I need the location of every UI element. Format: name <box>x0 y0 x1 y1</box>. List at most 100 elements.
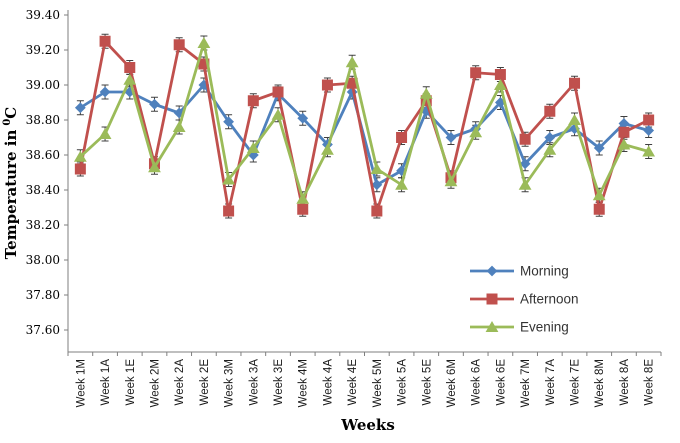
marker-afternoon-week-4e <box>346 77 358 89</box>
marker-evening-week-7m <box>518 178 532 190</box>
x-tick-label-week-8e: Week 8E <box>644 359 656 406</box>
marker-evening-week-2a <box>172 121 186 132</box>
marker-afternoon-week-3m <box>223 205 235 217</box>
y-tick-label: 39.20 <box>26 43 60 57</box>
marker-evening-week-3m <box>222 173 236 185</box>
x-tick-label-week-2m: Week 2M <box>149 359 161 407</box>
marker-morning-week-1a <box>99 86 111 98</box>
marker-evening-week-6a <box>469 126 483 138</box>
marker-afternoon-week-6a <box>470 67 482 79</box>
x-tick-label-week-3m: Week 3M <box>224 359 236 407</box>
marker-evening-week-7a <box>543 143 557 155</box>
series-line-morning <box>78 83 651 187</box>
y-tick-label: 39.40 <box>26 8 60 22</box>
x-tick-label-week-8a: Week 8A <box>619 359 631 406</box>
y-tick-label: 38.00 <box>26 253 60 267</box>
marker-afternoon-week-8e <box>643 114 655 126</box>
marker-evening-week-5e <box>419 87 433 99</box>
marker-evening-week-6e <box>493 79 507 90</box>
series-line-afternoon <box>78 39 651 213</box>
plot-area: 39.40 39.20 39.00 38.80 38.60 38.40 38.20 38.00… <box>26 8 662 407</box>
marker-morning-week-6m <box>445 132 457 143</box>
x-tick-label-week-8m: Week 8M <box>594 359 606 407</box>
marker-morning-week-8m <box>593 142 605 154</box>
marker-morning-week-5a <box>396 165 407 177</box>
marker-evening-week-8a <box>617 138 631 150</box>
x-tick-label-week-5a: Week 5A <box>397 359 409 406</box>
x-tick-label-week-6a: Week 6A <box>471 359 483 406</box>
marker-afternoon-week-1a <box>99 35 111 47</box>
marker-evening-week-4e <box>345 56 359 68</box>
y-tick-label: 38.60 <box>26 148 60 162</box>
y-tick-label: 37.60 <box>26 323 60 337</box>
marker-afternoon-week-7a <box>544 105 556 117</box>
y-axis-title-sup: 0 <box>2 119 13 126</box>
series-line-evening <box>78 41 651 201</box>
marker-evening-week-8e <box>642 145 656 157</box>
legend-marker-afternoon <box>486 293 498 305</box>
marker-morning-week-7a <box>544 132 556 143</box>
marker-morning-week-8a <box>618 118 630 129</box>
marker-morning-week-1e <box>124 86 136 98</box>
y-tick-label: 37.80 <box>26 288 60 302</box>
marker-afternoon-week-4m <box>297 203 309 215</box>
marker-evening-week-5m <box>370 163 384 174</box>
marker-afternoon-week-3a <box>247 95 259 107</box>
marker-afternoon-week-7e <box>569 77 581 89</box>
y-tick-label: 38.80 <box>26 113 60 127</box>
x-tick-label-week-2e: Week 2E <box>199 359 211 406</box>
marker-afternoon-week-3e <box>272 86 284 98</box>
legend-marker-morning <box>486 265 498 277</box>
x-tick-label-week-5e: Week 5E <box>421 359 433 406</box>
marker-afternoon-week-1e <box>124 62 136 73</box>
legend-label-evening: Evening <box>520 320 569 335</box>
y-tick-label: 38.20 <box>26 218 60 232</box>
x-tick-label-week-7a: Week 7A <box>545 359 557 406</box>
x-tick-label-week-4m: Week 4M <box>298 359 310 407</box>
marker-evening-week-2m <box>148 161 161 173</box>
y-axis-title: Temperature in 0C <box>2 107 20 260</box>
marker-afternoon-week-5e <box>420 95 432 107</box>
x-tick-label-week-3a: Week 3A <box>248 359 260 406</box>
marker-afternoon-week-6e <box>494 69 506 80</box>
marker-evening-week-1e <box>123 73 137 85</box>
marker-evening-week-8m <box>592 189 606 201</box>
marker-afternoon-week-2a <box>173 39 185 51</box>
marker-evening-week-2e <box>197 37 211 48</box>
marker-afternoon-week-8m <box>593 203 605 215</box>
marker-morning-week-1m <box>74 102 86 114</box>
x-axis-title: Weeks <box>340 416 395 434</box>
marker-evening-week-7e <box>568 114 581 125</box>
x-tick-label-week-3e: Week 3E <box>273 359 285 406</box>
marker-evening-week-3a <box>246 142 260 153</box>
x-tick-label-week-4a: Week 4A <box>322 359 334 406</box>
y-axis-title-unit: C <box>2 107 20 119</box>
y-tick-label: 38.40 <box>26 183 60 197</box>
y-axis-title-text: Temperature in <box>2 130 20 260</box>
x-tick-label-week-1a: Week 1A <box>100 359 112 406</box>
x-tick-label-week-1m: Week 1M <box>75 359 87 407</box>
marker-afternoon-week-2e <box>198 58 210 70</box>
x-tick-label-week-2a: Week 2A <box>174 359 186 406</box>
marker-afternoon-week-1m <box>74 163 86 175</box>
marker-afternoon-week-7m <box>519 133 531 145</box>
marker-morning-week-3m <box>223 116 235 128</box>
x-tick-label-week-6m: Week 6M <box>446 359 458 407</box>
marker-afternoon-week-5m <box>371 205 383 217</box>
marker-evening-week-1m <box>73 150 87 162</box>
legend-label-morning: Morning <box>520 264 569 279</box>
x-tick-label-week-6e: Week 6E <box>495 359 507 406</box>
marker-morning-week-4m <box>297 112 309 124</box>
x-tick-label-week-7m: Week 7M <box>520 359 532 407</box>
marker-morning-week-7m <box>519 158 531 170</box>
y-tick-label: 39.00 <box>26 78 60 92</box>
marker-evening-week-1a <box>98 128 112 139</box>
marker-morning-week-5m <box>371 179 383 191</box>
x-tick-label-week-1e: Week 1E <box>125 359 137 406</box>
marker-morning-week-2e <box>198 79 210 91</box>
marker-afternoon-week-5a <box>396 132 408 143</box>
x-tick-label-week-7e: Week 7E <box>570 359 582 406</box>
marker-afternoon-week-4a <box>321 79 333 91</box>
